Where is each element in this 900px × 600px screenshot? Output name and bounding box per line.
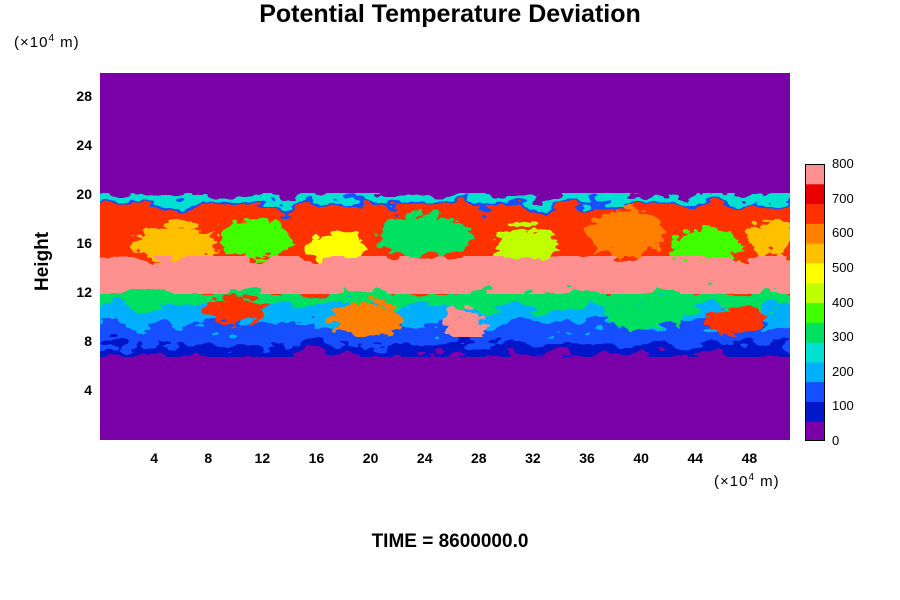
y-ticks: 4 8 12 16 20 24 28 (76, 73, 790, 440)
colorbar-segment (805, 243, 825, 264)
colorbar-segment (805, 203, 825, 224)
y-tick-label: 4 (84, 382, 92, 399)
colorbar-segment (805, 401, 825, 422)
colorbar-segment (805, 262, 825, 284)
colorbar-tick-label: 500 (832, 259, 854, 275)
colorbar-segment (805, 302, 825, 323)
colorbar-segment (805, 342, 825, 363)
y-axis-unit: (×104 m) (14, 33, 80, 51)
x-ticks: 4 8 12 16 20 24 28 32 36 40 44 48 (100, 440, 790, 470)
colorbar-segment (805, 381, 825, 402)
colorbar-segment (805, 322, 825, 343)
y-tick-label: 20 (76, 186, 92, 203)
x-axis-unit: (×104 m) (714, 472, 780, 490)
colorbar-tick-label: 300 (832, 329, 854, 345)
colorbar-tick-label: 700 (832, 190, 854, 206)
x-tick-label: 36 (579, 450, 595, 466)
colorbar-segment (805, 282, 825, 303)
y-tick-label: 16 (76, 235, 92, 252)
x-tick-label: 44 (687, 450, 704, 466)
y-tick-label: 8 (84, 333, 92, 350)
core-band (100, 256, 790, 294)
colorbar-segment (805, 223, 825, 244)
x-tick-label: 4 (150, 450, 158, 466)
x-tick-label: 48 (741, 450, 758, 466)
colorbar-tick-label: 0 (832, 433, 840, 448)
colorbar-tick-label: 800 (832, 156, 854, 171)
x-tick-label: 16 (308, 450, 325, 466)
x-tick-label: 40 (633, 450, 649, 466)
y-tick-label: 24 (76, 137, 92, 154)
eddy-structures (130, 204, 790, 337)
x-tick-label: 24 (416, 450, 433, 466)
colorbar-segment (805, 183, 825, 205)
x-tick-label: 12 (254, 450, 271, 466)
colorbar-tick-label: 400 (832, 294, 854, 310)
colorbar-segment (805, 421, 825, 441)
chart-title: Potential Temperature Deviation (259, 0, 641, 28)
y-axis-label: Height (32, 231, 53, 291)
x-tick-label: 20 (362, 450, 379, 466)
colorbar (805, 164, 825, 441)
colorbar-segment (805, 164, 825, 185)
y-tick-label: 12 (76, 284, 92, 301)
x-tick-label: 8 (204, 450, 213, 466)
colorbar-ticks: 0 100 200 300 400 500 600 700 800 (832, 156, 892, 448)
y-tick-label: 28 (76, 88, 92, 105)
colorbar-segment (805, 361, 825, 383)
colorbar-tick-label: 100 (832, 398, 854, 414)
colorbar-frame (805, 164, 825, 441)
x-tick-label: 28 (471, 450, 487, 466)
x-tick-label: 32 (525, 450, 541, 466)
colorbar-tick-label: 200 (832, 363, 854, 379)
time-label: TIME = 8600000.0 (371, 531, 529, 552)
heatmap-plot (100, 73, 790, 440)
colorbar-tick-label: 600 (832, 225, 854, 241)
